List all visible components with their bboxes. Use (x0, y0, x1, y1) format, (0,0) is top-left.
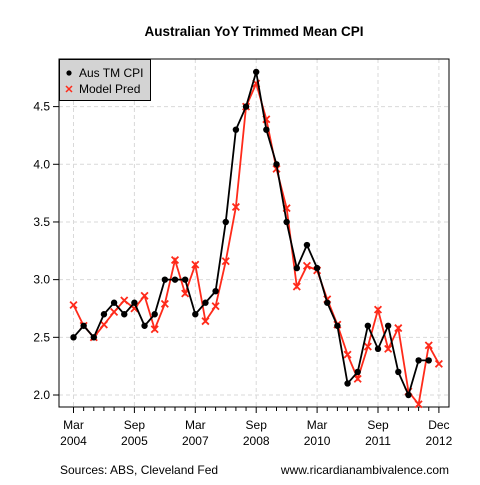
data-point (212, 287, 219, 295)
data-point (160, 299, 169, 308)
series-line (72, 71, 429, 398)
x-tick-label-month: Sep (367, 418, 389, 432)
data-point (161, 276, 169, 283)
data-point (90, 334, 98, 341)
legend-box (59, 59, 151, 101)
data-point (100, 311, 108, 318)
data-point (192, 311, 199, 318)
data-point (211, 302, 220, 311)
data-point (343, 350, 352, 359)
data-point (202, 299, 209, 306)
x-tick-label-year: 2007 (182, 434, 209, 448)
data-point (69, 300, 78, 310)
data-point (292, 282, 301, 291)
data-point (80, 322, 87, 329)
x-tick-label-year: 2010 (304, 434, 331, 448)
website-credit: www.ricardianambivalence.com (280, 463, 449, 477)
data-point (181, 276, 189, 283)
data-point (324, 299, 331, 306)
data-point (384, 322, 392, 329)
data-point (344, 380, 351, 387)
data-point (170, 255, 180, 265)
y-tick-label: 4.5 (33, 100, 50, 114)
data-point (414, 400, 423, 409)
x-tick-label-year: 2011 (365, 434, 391, 448)
data-point (395, 368, 402, 376)
x-tick-label-month: Mar (185, 418, 206, 432)
x-tick-label-month: Mar (63, 418, 84, 432)
data-point (110, 299, 118, 306)
data-point (181, 289, 190, 298)
grid-lines (59, 59, 449, 407)
data-point (434, 359, 443, 368)
y-tick-label: 3.0 (33, 273, 50, 287)
data-point (221, 257, 230, 266)
series-aus-tm-cpi (70, 68, 432, 399)
data-point (222, 218, 229, 226)
data-point (283, 218, 290, 226)
data-point (415, 357, 422, 364)
data-point (303, 241, 311, 249)
data-point (110, 307, 119, 316)
data-point (151, 311, 158, 318)
data-point (120, 296, 129, 305)
data-point (273, 161, 280, 168)
data-point (384, 344, 393, 353)
data-point (140, 291, 149, 300)
x-tick-label-month: Sep (246, 418, 268, 432)
y-tick-label: 2.0 (33, 388, 50, 402)
data-point (425, 357, 432, 364)
data-point (313, 264, 321, 272)
y-tick-label: 3.5 (33, 215, 50, 229)
data-point (394, 324, 403, 333)
legend-label: Aus TM CPI (79, 66, 143, 80)
data-point (131, 299, 138, 306)
legend-label: Model Pred (79, 82, 140, 96)
data-point (242, 103, 250, 110)
data-point (353, 374, 362, 383)
x-tick-label-month: Dec (428, 418, 449, 432)
data-point (232, 126, 240, 133)
data-point (121, 311, 128, 318)
x-tick-label-year: 2004 (60, 434, 87, 448)
data-point (201, 317, 210, 326)
data-point (334, 322, 341, 329)
source-note: Sources: ABS, Cleveland Fed (60, 463, 218, 477)
data-point (191, 260, 200, 269)
data-point (150, 325, 159, 334)
data-point (364, 322, 372, 329)
x-tick-label-month: Sep (124, 418, 146, 432)
x-tick-label-year: 2012 (426, 434, 453, 448)
y-axis: 2.0 2.5 3.0 3.5 4.0 4.5 (33, 100, 59, 402)
data-point (263, 126, 270, 133)
chart-title: Australian YoY Trimmed Mean CPI (144, 24, 363, 39)
legend-marker-dot (66, 70, 72, 76)
data-point (373, 305, 383, 314)
data-point (231, 202, 240, 212)
data-point (424, 341, 433, 350)
data-point (302, 261, 311, 270)
data-point (253, 68, 260, 76)
data-point (363, 342, 372, 351)
data-point (405, 391, 412, 399)
y-tick-label: 2.5 (33, 330, 50, 344)
legend: Aus TM CPI Model Pred (59, 59, 151, 101)
legend-marker-x (65, 85, 73, 93)
data-point (141, 322, 148, 329)
data-point (374, 345, 382, 353)
data-point (171, 276, 179, 283)
plot-frame (58, 58, 450, 408)
y-tick-label: 4.0 (33, 157, 50, 171)
data-point (99, 320, 108, 329)
series-layer (69, 68, 443, 409)
data-point (70, 334, 77, 341)
x-tick-label-year: 2008 (243, 434, 270, 448)
x-tick-label-year: 2005 (121, 434, 148, 448)
data-point (354, 368, 361, 376)
data-point (293, 264, 300, 272)
x-axis: Mar 2004 Sep 2005 Mar 2007 Sep 2008 Mar 2010 Sep 20… (60, 406, 453, 448)
x-tick-label-month: Mar (307, 418, 328, 432)
